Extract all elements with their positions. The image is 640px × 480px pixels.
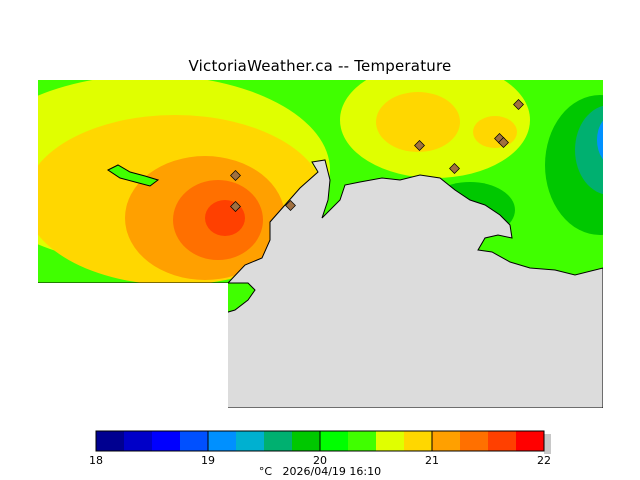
colorbar-swatch	[96, 431, 125, 451]
unit-label: °C	[258, 465, 273, 478]
station-markers	[230, 99, 524, 212]
colorbar-swatch	[376, 431, 405, 451]
colorbar-swatch	[208, 431, 237, 451]
colorbar-tick-label: 19	[201, 454, 215, 467]
colorbar-swatch	[320, 431, 349, 451]
station-marker	[513, 99, 524, 110]
colorbar-swatch	[488, 431, 517, 451]
station-marker	[449, 163, 460, 174]
caption: °C 2026/04/19 16:10	[0, 465, 640, 478]
colorbar-tick-label: 20	[313, 454, 327, 467]
station-marker	[414, 140, 425, 151]
colorbar-shadow	[544, 434, 551, 454]
colorbar-swatch	[404, 431, 433, 451]
colorbar-swatch	[124, 431, 153, 451]
map-title: VictoriaWeather.ca -- Temperature	[188, 57, 452, 75]
contour-east-19-25	[597, 120, 603, 160]
contour-north-east-20-75	[473, 116, 517, 148]
temperature-field	[38, 80, 603, 408]
colorbar-swatch	[180, 431, 209, 451]
colorbar-swatch	[516, 431, 545, 451]
colorbar-swatch	[432, 431, 461, 451]
station-marker	[230, 201, 241, 212]
station-marker	[230, 170, 241, 181]
land-island	[107, 164, 160, 187]
colorbar-tick-label: 18	[89, 454, 103, 467]
station-marker	[498, 137, 509, 148]
timestamp: 2026/04/19 16:10	[282, 465, 382, 478]
contour-east-19-5	[575, 105, 603, 195]
colorbar	[95, 430, 551, 454]
station-marker	[285, 200, 296, 211]
contour-north-20-75	[376, 92, 460, 152]
colorbar-swatch	[152, 431, 181, 451]
colorbar-swatch	[348, 431, 377, 451]
colorbar-swatch	[264, 431, 293, 451]
outside-domain-sw	[38, 283, 228, 408]
colorbar-tick-label: 21	[425, 454, 439, 467]
colorbar-swatch	[236, 431, 265, 451]
colorbar-swatch	[460, 431, 489, 451]
colorbar-swatch	[292, 431, 321, 451]
colorbar-tick-label: 22	[537, 454, 551, 467]
